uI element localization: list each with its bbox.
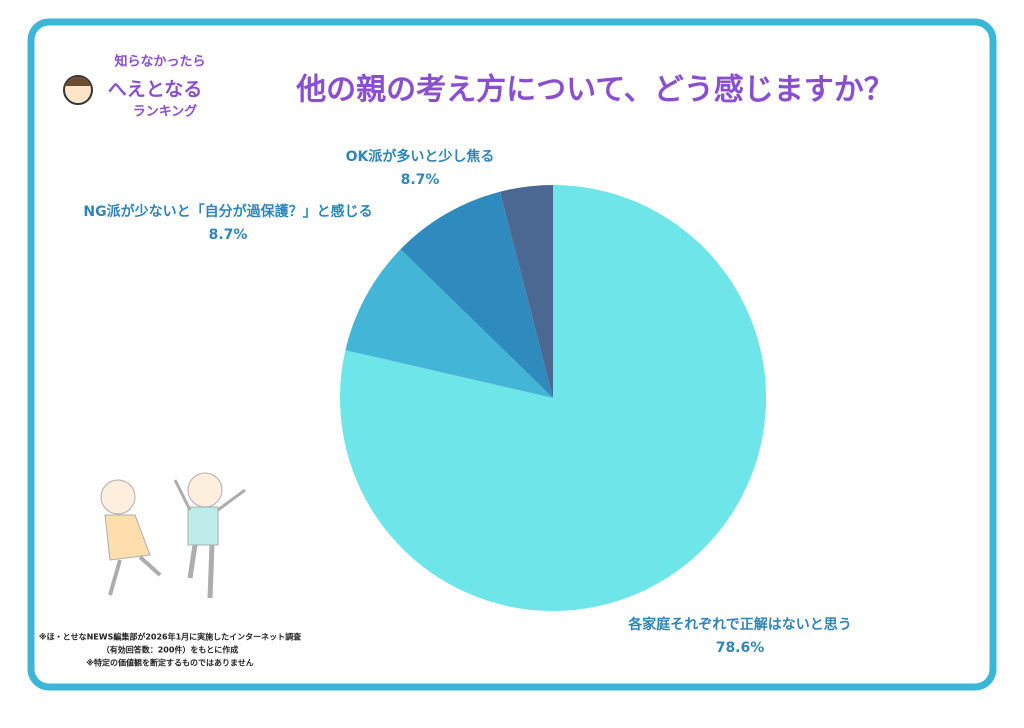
- value-label: 78.6%: [716, 640, 765, 656]
- pie-slice: [500, 185, 553, 398]
- pie-slice: [400, 191, 553, 398]
- chart-title: 他の親の考え方について、どう感じますか？: [295, 73, 894, 108]
- logo-text: 知らなかったら: [114, 54, 205, 70]
- logo: 知らなかったら へえとなる ランキング: [63, 54, 206, 120]
- note: ※ほ・とせなNEWS編集部が2026年1月に実施したインターネット調査: [39, 632, 302, 642]
- logo-text: へえとなる: [108, 79, 202, 101]
- illustration: [100, 472, 246, 599]
- pie-slice: [345, 249, 553, 398]
- value-label: 8.7%: [209, 227, 248, 243]
- value-label: 8.7%: [401, 172, 440, 188]
- slice-label: OK派が多いと少し焦る: [346, 148, 495, 165]
- slice-label: NG派が少ないと「自分が過保護？」と感じる: [83, 203, 372, 220]
- logo-text: ランキング: [133, 104, 198, 120]
- note: （有効回答数：200件）をもとに作成: [102, 645, 239, 655]
- pie-slice: [340, 185, 766, 612]
- note: ※特定の価値観を断定するものではありません: [86, 658, 254, 668]
- slice-label: 各家庭それぞれで正解はないと思う: [627, 616, 852, 633]
